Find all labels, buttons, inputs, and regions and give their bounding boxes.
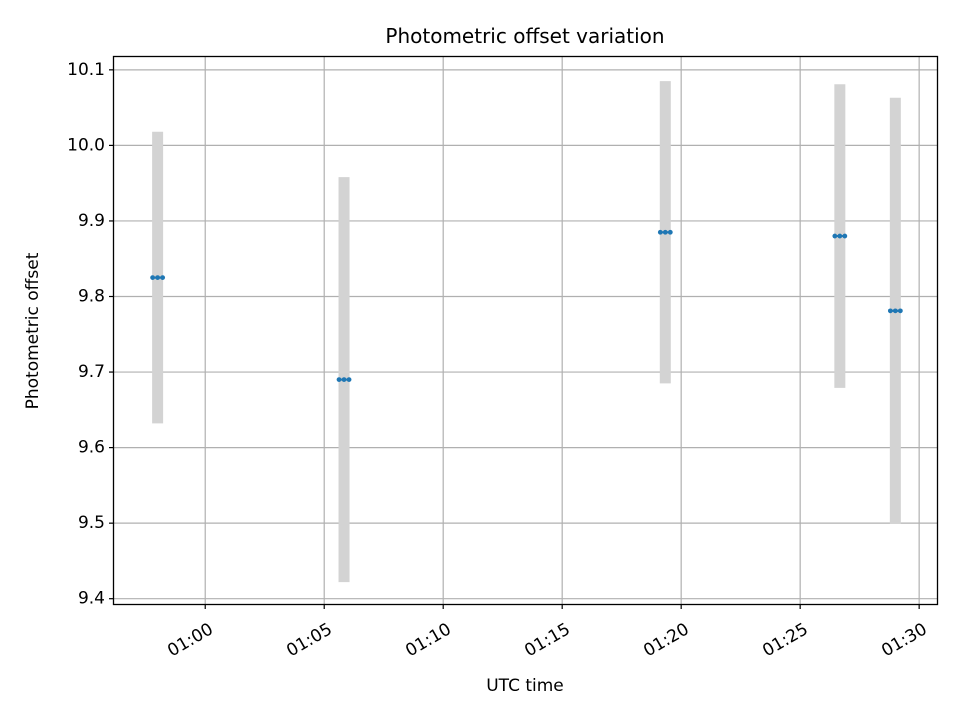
data-point [346, 377, 352, 383]
y-tick-label: 9.9 [78, 211, 105, 231]
y-tick-label: 9.4 [78, 589, 105, 609]
data-point [341, 377, 347, 383]
y-tick-label: 9.6 [78, 438, 105, 458]
data-point [662, 229, 668, 235]
y-axis-title: Photometric offset [23, 252, 43, 409]
data-point [657, 229, 663, 235]
data-point [832, 233, 838, 239]
data-point [892, 308, 898, 314]
y-tick-label: 10.1 [67, 60, 105, 80]
data-point [336, 377, 342, 383]
data-point [150, 275, 156, 281]
data-point [667, 229, 673, 235]
y-axis-ticks: 9.4 9.5 9.6 9.7 9.8 9.9 10.0 10.1 [67, 60, 114, 609]
y-tick-label: 9.5 [78, 513, 105, 533]
data-point [837, 233, 843, 239]
data-point [842, 233, 848, 239]
data-points [150, 229, 903, 383]
data-point [155, 275, 161, 281]
plot-frame [112, 55, 939, 606]
y-tick-label: 9.7 [78, 362, 105, 382]
data-point [887, 308, 893, 314]
chart-title: Photometric offset variation [385, 24, 664, 48]
x-axis-title: UTC time [486, 676, 564, 696]
data-point [897, 308, 903, 314]
y-tick-label: 9.8 [78, 287, 105, 307]
grid [114, 57, 937, 604]
data-point [160, 275, 166, 281]
y-tick-label: 10.0 [67, 135, 105, 155]
